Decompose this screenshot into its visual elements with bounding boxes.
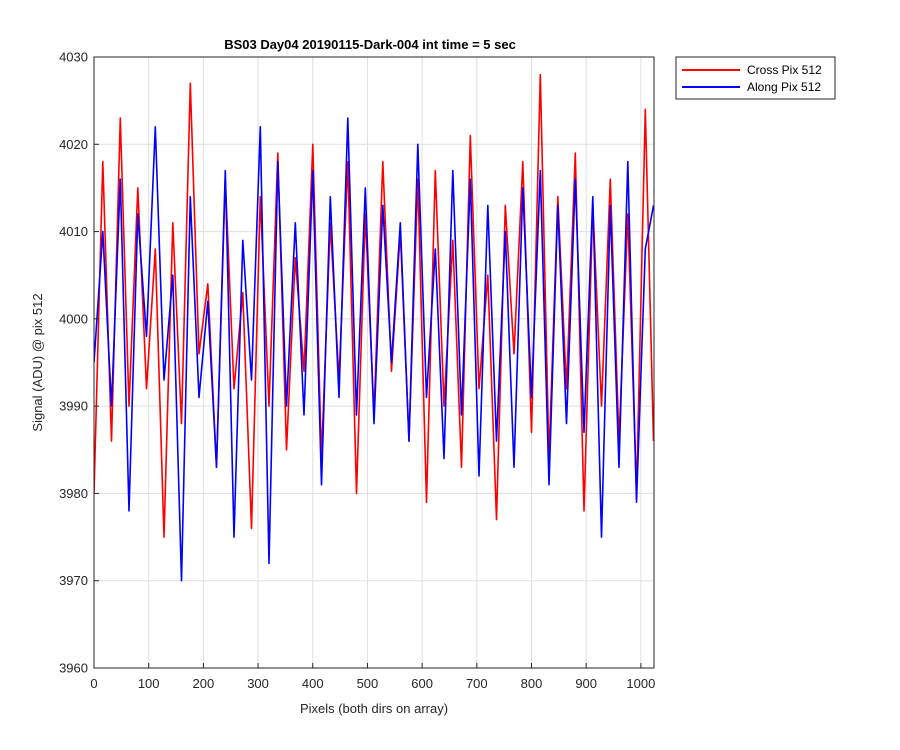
x-tick-label: 1000 — [626, 676, 655, 691]
x-tick-label: 900 — [575, 676, 597, 691]
plot-frame — [93, 56, 655, 669]
x-tick-label: 100 — [138, 676, 160, 691]
legend-box — [675, 56, 836, 100]
legend: Cross Pix 512 Along Pix 512 — [675, 56, 836, 100]
y-tick-label: 4030 — [59, 50, 88, 65]
series-line-along-pix-512 — [94, 117, 654, 582]
y-tick-label: 3990 — [59, 399, 88, 414]
y-tick-label: 3960 — [59, 661, 88, 676]
x-tick-label: 300 — [247, 676, 269, 691]
series-group — [94, 73, 654, 582]
axis-ticks: 0 100 200 300 400 500 600 700 800 900 1000 3960 3970… — [59, 50, 655, 692]
y-tick-label: 3980 — [59, 486, 88, 501]
chart-title: BS03 Day04 20190115-Dark-004 int time = … — [224, 37, 516, 52]
y-tick-label: 4010 — [59, 224, 88, 239]
y-tick-label: 4000 — [59, 311, 88, 326]
legend-label-cross: Cross Pix 512 — [747, 63, 822, 77]
y-tick-label: 4020 — [59, 137, 88, 152]
y-tick-label: 3970 — [59, 573, 88, 588]
y-axis-label: Signal (ADU) @ pix 512 — [30, 293, 45, 431]
x-tick-label: 400 — [302, 676, 324, 691]
x-axis-label: Pixels (both dirs on array) — [300, 701, 448, 716]
x-tick-label: 200 — [193, 676, 215, 691]
x-tick-label: 600 — [411, 676, 433, 691]
x-tick-label: 0 — [90, 676, 97, 691]
x-tick-label: 500 — [357, 676, 379, 691]
plot-area — [94, 57, 654, 668]
x-tick-label: 800 — [521, 676, 543, 691]
x-tick-label: 700 — [466, 676, 488, 691]
legend-label-along: Along Pix 512 — [747, 80, 821, 94]
